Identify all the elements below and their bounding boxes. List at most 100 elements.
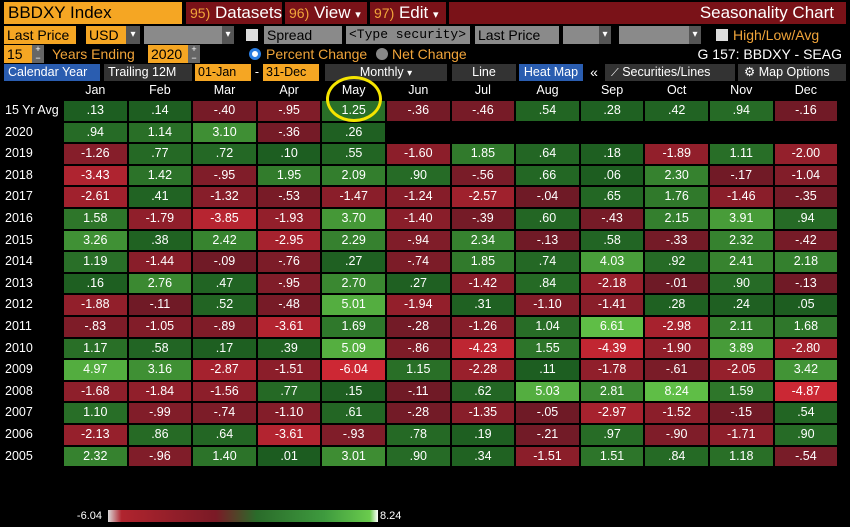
heatmap-cell[interactable]: .65 [580,187,644,207]
blank-select-2-arrow[interactable]: ▾ [599,26,611,44]
heatmap-cell[interactable]: .64 [516,144,579,164]
heatmap-cell[interactable]: -2.28 [451,360,515,380]
collapse-button[interactable]: « [590,64,598,80]
heatmap-cell[interactable]: -.09 [193,252,256,272]
heatmap-cell[interactable]: 2.76 [128,273,192,294]
heatmap-cell[interactable]: 3.91 [710,209,773,229]
currency-dropdown-arrow[interactable]: ▾ [126,26,140,44]
heatmap-cell[interactable]: -1.10 [516,295,579,315]
heatmap-cell[interactable]: 1.95 [257,165,321,186]
heatmap-cell[interactable]: 1.40 [193,446,256,467]
month-header-dec[interactable]: Dec [794,83,817,97]
heatmap-cell[interactable]: -4.23 [451,338,515,359]
heatmap-cell[interactable]: 1.85 [451,252,515,272]
heatmap-cell[interactable]: 3.42 [774,360,838,380]
heatmap-cell[interactable]: .34 [451,446,515,467]
heatmap-cell[interactable]: .52 [193,295,256,315]
heatmap-cell[interactable]: .16 [64,273,127,294]
heatmap-cell[interactable]: .01 [257,446,321,467]
month-header-oct[interactable]: Oct [666,83,687,97]
heatmap-cell[interactable]: .38 [128,230,192,251]
heatmap-cell[interactable]: 1.18 [710,446,773,467]
month-header-jul[interactable]: Jul [474,83,491,97]
price-field-select[interactable]: Last Price [4,26,76,44]
heatmap-cell[interactable]: -.33 [645,230,708,251]
heatmap-cell[interactable]: .97 [580,425,644,445]
heatmap-cell[interactable]: .94 [710,101,773,121]
heatmap-cell[interactable]: -1.40 [387,209,450,229]
heatmap-cell[interactable]: -1.90 [645,338,708,359]
heatmap-cell[interactable]: 6.61 [580,317,644,337]
heatmap-cell[interactable]: -3.85 [193,209,256,229]
heatmap-cell[interactable]: -.36 [387,101,450,121]
heatmap-cell[interactable]: .19 [451,425,515,445]
heatmap-cell[interactable]: .66 [516,165,579,186]
heatmap-cell[interactable]: .58 [128,338,192,359]
heatmap-cell[interactable]: -.99 [128,403,192,423]
heatmap-cell[interactable]: .92 [645,252,708,272]
heatmap-cell[interactable]: .74 [516,252,579,272]
heatmap-cell[interactable]: -.46 [451,101,515,121]
heatmap-cell[interactable]: 1.15 [387,360,450,380]
heatmap-cell[interactable]: -1.78 [580,360,644,380]
heatmap-cell[interactable]: .54 [774,403,838,423]
heatmap-cell[interactable]: 2.15 [645,209,708,229]
month-header-aug[interactable]: Aug [536,83,559,97]
line-view-tab[interactable]: Line [452,64,516,81]
heatmap-cell[interactable]: -1.05 [128,317,192,337]
heatmap-cell[interactable]: .06 [580,165,644,186]
heatmap-cell[interactable]: .77 [257,381,321,402]
heatmap-cell[interactable]: .54 [516,101,579,121]
heatmap-cell[interactable]: 3.16 [128,360,192,380]
heatmap-cell[interactable]: -1.47 [322,187,385,207]
heatmap-cell[interactable]: 2.29 [322,230,385,251]
heatmap-cell[interactable]: .13 [64,101,127,121]
blank-select-2[interactable] [563,26,599,44]
heatmap-cell[interactable]: 3.89 [710,338,773,359]
month-header-feb[interactable]: Feb [149,83,171,97]
heatmap-cell[interactable]: -.13 [774,273,838,294]
heatmap-cell[interactable]: 3.70 [322,209,385,229]
heatmap-cell[interactable]: -.95 [257,273,321,294]
heatmap-cell[interactable]: .90 [387,446,450,467]
heatmap-cell[interactable]: -1.10 [257,403,321,423]
heatmap-cell[interactable]: 1.14 [128,122,192,143]
heatmap-cell[interactable]: .84 [516,273,579,294]
net-change-radio[interactable] [376,48,388,60]
heatmap-cell[interactable]: -1.26 [64,144,127,164]
percent-change-radio[interactable] [249,48,261,60]
heatmap-cell[interactable]: -1.51 [516,446,579,467]
heatmap-cell[interactable]: .90 [387,165,450,186]
heatmap-cell[interactable]: 4.97 [64,360,127,380]
heatmap-cell[interactable]: -1.94 [387,295,450,315]
heatmap-cell[interactable]: -.28 [387,317,450,337]
heatmap-cell[interactable]: -.94 [387,230,450,251]
heatmap-cell[interactable]: -1.04 [774,165,838,186]
edit-menu[interactable]: 97) Edit ▾ [370,2,446,24]
heatmap-cell[interactable]: -.89 [193,317,256,337]
heatmap-cell[interactable]: -.96 [128,446,192,467]
heatmap-cell[interactable]: .94 [774,209,838,229]
heatmap-cell[interactable]: -.13 [516,230,579,251]
heatmap-cell[interactable]: .41 [128,187,192,207]
month-header-jan[interactable]: Jan [85,83,106,97]
blank-select-3[interactable] [619,26,689,44]
heatmap-cell[interactable]: -1.60 [387,144,450,164]
heatmap-cell[interactable]: -1.26 [451,317,515,337]
ticker-field[interactable]: BBDXY Index [4,2,182,24]
heatmap-cell[interactable]: -3.61 [257,425,321,445]
datasets-menu[interactable]: 95) Datasets [186,2,282,24]
heatmap-cell[interactable]: .62 [451,381,515,402]
heatmap-cell[interactable]: .55 [322,144,385,164]
heatmap-cell[interactable]: -.35 [774,187,838,207]
calendar-year-tab[interactable]: Calendar Year [4,64,100,81]
heatmap-cell[interactable]: -1.79 [128,209,192,229]
month-header-mar[interactable]: Mar [213,83,236,97]
heatmap-cell[interactable]: 1.59 [710,381,773,402]
heatmap-cell[interactable]: -.54 [774,446,838,467]
heatmap-cell[interactable]: -.43 [580,209,644,229]
heatmap-cell[interactable]: .90 [774,425,838,445]
heatmap-cell[interactable]: -.11 [128,295,192,315]
heatmap-cell[interactable]: 1.69 [322,317,385,337]
heatmap-cell[interactable]: 2.11 [710,317,773,337]
